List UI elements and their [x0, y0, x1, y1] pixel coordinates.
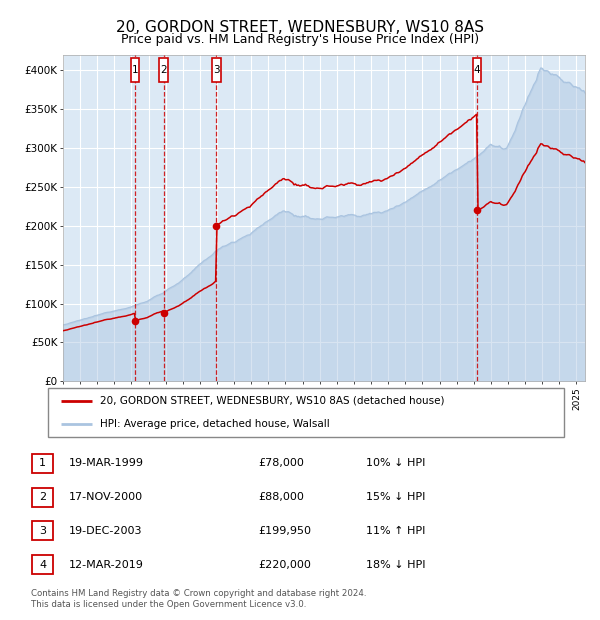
Text: 3: 3 [39, 526, 46, 536]
Text: £199,950: £199,950 [258, 526, 311, 536]
Bar [212, 58, 221, 82]
Text: 18% ↓ HPI: 18% ↓ HPI [366, 560, 425, 570]
Text: 2: 2 [39, 492, 46, 502]
Text: Contains HM Land Registry data © Crown copyright and database right 2024.: Contains HM Land Registry data © Crown c… [31, 589, 367, 598]
Text: 1: 1 [39, 458, 46, 468]
Text: 1: 1 [132, 65, 139, 75]
Text: 12-MAR-2019: 12-MAR-2019 [69, 560, 144, 570]
Text: 4: 4 [473, 65, 481, 75]
Text: Price paid vs. HM Land Registry's House Price Index (HPI): Price paid vs. HM Land Registry's House … [121, 33, 479, 46]
Text: 20, GORDON STREET, WEDNESBURY, WS10 8AS (detached house): 20, GORDON STREET, WEDNESBURY, WS10 8AS … [100, 396, 444, 406]
Text: 15% ↓ HPI: 15% ↓ HPI [366, 492, 425, 502]
Text: £78,000: £78,000 [258, 458, 304, 468]
Text: 3: 3 [213, 65, 220, 75]
Text: This data is licensed under the Open Government Licence v3.0.: This data is licensed under the Open Gov… [31, 600, 307, 609]
Text: 20, GORDON STREET, WEDNESBURY, WS10 8AS: 20, GORDON STREET, WEDNESBURY, WS10 8AS [116, 20, 484, 35]
Text: 19-DEC-2003: 19-DEC-2003 [69, 526, 143, 536]
Text: 4: 4 [39, 560, 46, 570]
Bar [473, 58, 481, 82]
Text: HPI: Average price, detached house, Walsall: HPI: Average price, detached house, Wals… [100, 418, 329, 428]
Bar [160, 58, 168, 82]
Text: 11% ↑ HPI: 11% ↑ HPI [366, 526, 425, 536]
Text: 17-NOV-2000: 17-NOV-2000 [69, 492, 143, 502]
Text: £220,000: £220,000 [258, 560, 311, 570]
Bar [131, 58, 139, 82]
Text: 19-MAR-1999: 19-MAR-1999 [69, 458, 144, 468]
Text: £88,000: £88,000 [258, 492, 304, 502]
Text: 10% ↓ HPI: 10% ↓ HPI [366, 458, 425, 468]
Text: 2: 2 [160, 65, 167, 75]
